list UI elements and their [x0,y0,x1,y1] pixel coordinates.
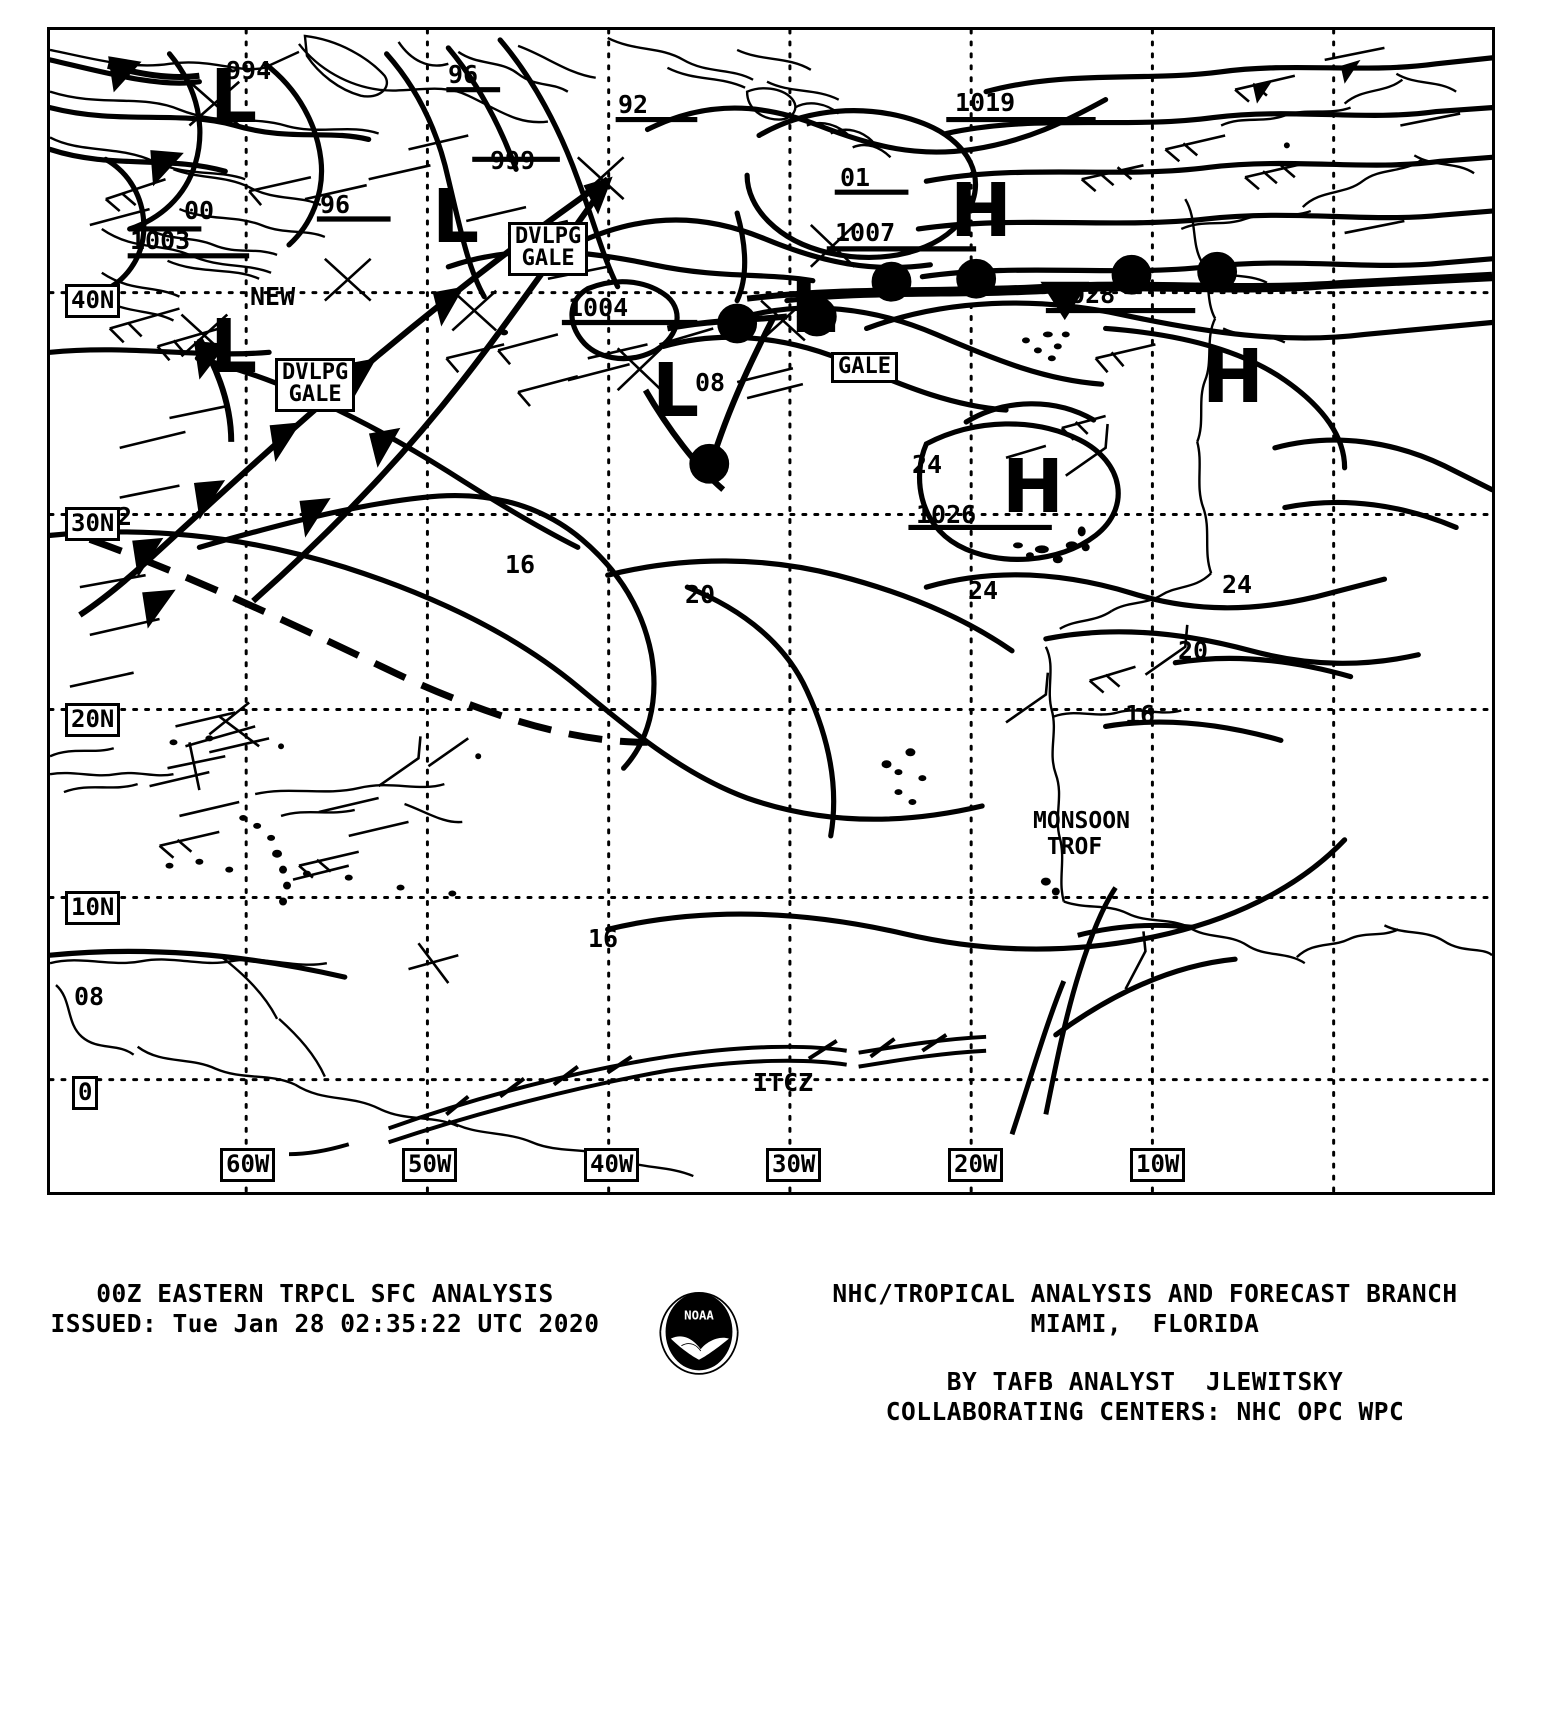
isobar-label-96b: 96 [320,190,351,219]
product-issued: ISSUED: Tue Jan 28 02:35:22 UTC 2020 [50,1309,600,1338]
low-center-1003: L [210,304,258,390]
warm-front-center [666,296,837,344]
wind-flags [1252,59,1361,104]
isobar-contours [50,37,1492,1038]
wind-barbs [69,46,1461,990]
graticule-lines [50,30,1492,1192]
lon-tick-40w: 40W [584,1148,640,1183]
new-front-label: NEW [250,282,296,311]
isobar-label-00: 00 [184,196,215,225]
isobar-label-96a: 96 [448,60,479,89]
high-center-1028: H [1202,334,1264,420]
dvlpg-gale-box-1[interactable]: DVLPG GALE [508,222,589,276]
isobar-label-20b: 20 [1178,636,1209,665]
low-value-994: 994 [226,56,272,85]
low-value-1003: 1003 [130,226,191,255]
itcz-label: ITCZ [753,1068,814,1097]
lon-tick-50w: 50W [402,1148,458,1183]
lon-tick-30w: 30W [766,1148,822,1183]
high-value-1026: 1026 [916,500,977,529]
isobar-label-16b: 16 [1125,700,1156,729]
weather-map[interactable]: L 994 L 999 L 1003 L 1004 L 1007 H 1019 … [47,27,1495,1195]
monsoon-trough-label: MONSOON TROF [1033,808,1130,861]
lat-tick-20n: 20N [65,703,121,738]
analyst-line: BY TAFB ANALYST JLEWITSKY [946,1367,1344,1396]
high-value-1028: 1028 [1055,280,1116,309]
isobar-label-20a: 20 [685,580,716,609]
map-graphics [50,30,1492,1192]
lon-tick-60w: 60W [220,1148,276,1183]
agency-line-2: MIAMI, FLORIDA [1030,1309,1260,1338]
trough-dashed [88,536,648,746]
isobar-label-24c: 24 [1222,570,1253,599]
isobar-label-16a: 16 [505,550,536,579]
low-value-1007: 1007 [835,218,896,247]
lon-tick-10w: 10W [1130,1148,1186,1183]
warm-front-south [689,317,776,484]
isobar-label-92: 92 [618,90,649,119]
agency-line-1: NHC/TROPICAL ANALYSIS AND FORECAST BRANC… [832,1279,1458,1308]
gale-box[interactable]: GALE [831,352,898,384]
product-title: 00Z EASTERN TRPCL SFC ANALYSIS [96,1279,554,1308]
low-center-999: L [432,174,480,260]
low-value-999: 999 [490,146,536,175]
cold-front-topleft [107,56,200,187]
collaborating-line: COLLABORATING CENTERS: NHC OPC WPC [885,1397,1405,1426]
dvlpg-gale-box-2[interactable]: DVLPG GALE [275,358,356,412]
itcz-band [289,1033,987,1157]
isobar-label-24a: 24 [912,450,943,479]
high-value-1019: 1019 [955,88,1016,117]
isobar-label-08b: 08 [74,982,105,1011]
lat-tick-10n: 10N [65,891,121,926]
low-center-1004: L [652,348,700,434]
low-center-994: L [210,54,258,140]
high-center-1026: H [1002,444,1064,530]
isobar-label-08a: 08 [695,368,726,397]
svg-text:NOAA: NOAA [684,1308,714,1322]
cold-front-1003 [193,336,235,442]
footer: 00Z EASTERN TRPCL SFC ANALYSIS ISSUED: T… [0,1260,1542,1440]
low-center-1007: L [790,264,838,350]
monsoon-trough-line [1009,886,1194,1136]
lat-tick-40n: 40N [65,284,121,319]
high-center-1019: H [950,168,1012,254]
low-value-1004: 1004 [568,293,629,322]
island-dots [165,142,1290,906]
lat-tick-30n: 30N [65,507,121,542]
isobar-label-01: 01 [840,163,871,192]
noaa-seal: NOAA [659,1292,739,1375]
warm-front-north [746,251,1492,321]
lat-tick-0: 0 [72,1076,99,1111]
lon-tick-20w: 20W [948,1148,1004,1183]
isobar-label-16c: 16 [588,924,619,953]
isobar-label-24b: 24 [968,576,999,605]
